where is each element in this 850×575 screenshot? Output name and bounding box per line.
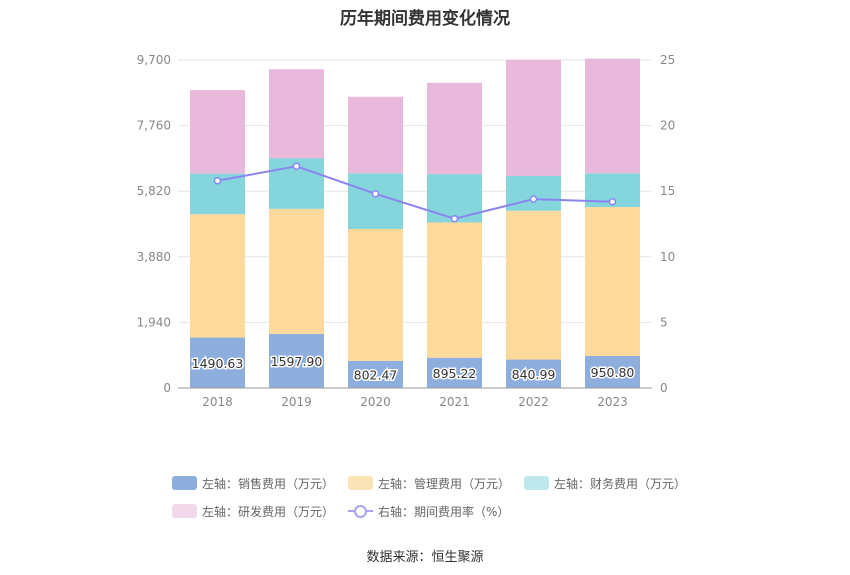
legend-item-sales[interactable]: 左轴：销售费用（万元） [172, 475, 334, 492]
legend-label-finance: 左轴：财务费用（万元） [554, 476, 687, 491]
bar-segment-3 [585, 58, 640, 174]
legend-swatch-rnd [172, 504, 197, 518]
legend-item-rnd[interactable]: 左轴：研发费用（万元） [172, 503, 334, 520]
right-axis-tick-label: 15 [660, 184, 675, 198]
bar-segment-1 [348, 228, 403, 361]
left-axis-tick-label: 5,820 [137, 184, 171, 198]
chart-title: 历年期间费用变化情况 [340, 9, 510, 29]
bar-segment-2 [506, 175, 561, 211]
x-axis-tick-label: 2019 [281, 395, 312, 409]
bar-data-label: 950.80 [591, 365, 635, 380]
legend-item-admin[interactable]: 左轴：管理费用（万元） [348, 475, 510, 492]
bar-segment-0 [348, 360, 403, 388]
legend-item-rate[interactable]: 右轴：期间费用率（%） [348, 503, 509, 520]
bar-segment-2 [348, 173, 403, 229]
chart-legend: 左轴：销售费用（万元） 左轴：管理费用（万元） 左轴：财务费用（万元） 左轴：研… [172, 472, 712, 528]
x-axis-tick-label: 2022 [518, 395, 549, 409]
legend-label-sales: 左轴：销售费用（万元） [202, 476, 335, 491]
left-axis-tick-label: 0 [163, 381, 171, 395]
left-axis-tick-label: 3,880 [137, 250, 171, 264]
bar-segment-3 [348, 96, 403, 174]
bar-segment-3 [427, 82, 482, 175]
legend-label-admin: 左轴：管理费用（万元） [378, 476, 511, 491]
bar-segment-1 [190, 214, 245, 338]
legend-swatch-finance [524, 476, 550, 490]
rate-point [292, 162, 301, 171]
bar-segment-0 [427, 357, 482, 388]
bar-segment-3 [506, 59, 561, 176]
legend-swatch-admin [348, 476, 374, 490]
bar-segment-0 [585, 355, 640, 388]
bar-data-label: 895.22 [433, 366, 477, 381]
bar-data-label: 802.47 [354, 367, 398, 382]
rate-point [213, 176, 222, 185]
right-axis-tick-label: 5 [660, 315, 668, 329]
bar-segment-0 [506, 359, 561, 388]
chart-plot: 1490.63 1597.90 802.47 895.22 840.99 950.80 0… [137, 53, 676, 409]
right-axis-tick-label: 25 [660, 53, 675, 67]
right-axis-tick-label: 10 [660, 250, 675, 264]
bar-segment-1 [506, 210, 561, 360]
x-axis-tick-label: 2020 [360, 395, 391, 409]
rate-point [371, 190, 380, 198]
right-axis-tick-label: 20 [660, 119, 675, 133]
data-source: 数据来源：恒生聚源 [366, 550, 484, 565]
legend-label-rate: 右轴：期间费用率（%） [378, 504, 510, 519]
rate-line [217, 165, 613, 220]
bar-data-label: 840.99 [512, 367, 556, 382]
x-axis-tick-label: 2021 [439, 395, 470, 409]
bar-data-label: 1490.63 [192, 356, 244, 371]
rate-point [450, 215, 459, 223]
bar-segment-1 [585, 207, 640, 356]
legend-row-2: 左轴：研发费用（万元） 右轴：期间费用率（%） [172, 500, 712, 522]
legend-line-icon [348, 504, 374, 518]
legend-row-1: 左轴：销售费用（万元） 左轴：管理费用（万元） 左轴：财务费用（万元） [172, 472, 712, 494]
rate-point [608, 197, 617, 206]
left-axis-tick-label: 7,760 [137, 119, 171, 133]
bar-data-label: 1597.90 [271, 354, 323, 369]
left-axis-tick-label: 1,940 [137, 315, 171, 329]
bar-segment-1 [427, 222, 482, 358]
bar-segment-1 [269, 208, 324, 334]
right-axis-tick-label: 0 [660, 381, 668, 395]
legend-label-rnd: 左轴：研发费用（万元） [202, 504, 335, 519]
x-axis-tick-label: 2023 [597, 395, 628, 409]
bar-segment-3 [269, 69, 324, 159]
rate-point [529, 195, 538, 203]
legend-item-finance[interactable]: 左轴：财务费用（万元） [524, 475, 686, 492]
bar-segment-0 [190, 337, 245, 388]
left-axis-tick-label: 9,700 [137, 53, 171, 67]
x-axis-tick-label: 2018 [202, 395, 233, 409]
legend-swatch-sales [172, 476, 197, 490]
bar-segment-0 [269, 333, 324, 388]
bar-segment-3 [190, 90, 245, 174]
